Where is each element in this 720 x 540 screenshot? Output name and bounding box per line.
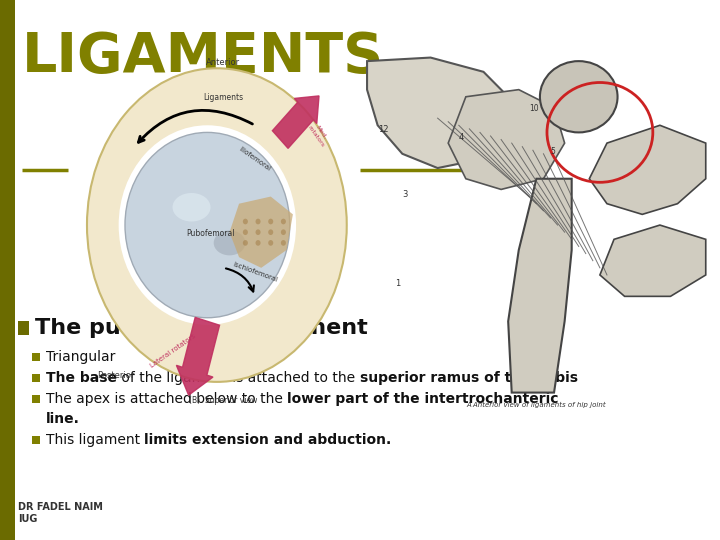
Circle shape	[281, 219, 286, 224]
Circle shape	[256, 219, 261, 224]
Text: of the ligament is attached to the: of the ligament is attached to the	[117, 371, 359, 385]
Circle shape	[243, 240, 248, 246]
Circle shape	[268, 230, 274, 235]
Ellipse shape	[173, 193, 210, 221]
Circle shape	[256, 230, 261, 235]
Text: The pubofemoral ligament: The pubofemoral ligament	[35, 318, 368, 338]
FancyArrow shape	[272, 96, 319, 148]
Text: limits extension and abduction.: limits extension and abduction.	[145, 433, 392, 447]
Ellipse shape	[87, 68, 347, 382]
Text: 1: 1	[395, 279, 400, 288]
Text: The base: The base	[46, 371, 117, 385]
Text: line.: line.	[46, 412, 80, 426]
Text: IUG: IUG	[18, 514, 37, 524]
Bar	[32, 395, 40, 403]
Circle shape	[281, 240, 286, 246]
Text: Med.
rotators: Med. rotators	[307, 121, 330, 147]
Ellipse shape	[214, 231, 246, 255]
Text: The apex is attached below to the: The apex is attached below to the	[46, 392, 287, 406]
Text: Iliofemoral: Iliofemoral	[238, 146, 272, 173]
FancyArrow shape	[176, 318, 220, 395]
Bar	[0, 0, 15, 540]
Circle shape	[119, 125, 296, 325]
Bar	[18, 321, 29, 335]
Text: (B)  Superior view: (B) Superior view	[189, 396, 257, 406]
Text: LIGAMENTS: LIGAMENTS	[22, 30, 384, 84]
Text: This ligament: This ligament	[46, 433, 145, 447]
Text: lower part of the intertrochanteric: lower part of the intertrochanteric	[287, 392, 559, 406]
Text: Pubofemoral: Pubofemoral	[186, 229, 235, 238]
Text: Anterior: Anterior	[206, 58, 240, 67]
Text: 10: 10	[529, 104, 539, 113]
Polygon shape	[600, 225, 706, 296]
Text: A Anterior view of ligaments of hip joint: A Anterior view of ligaments of hip join…	[467, 402, 606, 408]
Text: 4: 4	[459, 132, 464, 141]
Circle shape	[243, 219, 248, 224]
Text: Ligaments: Ligaments	[203, 93, 243, 103]
Circle shape	[268, 219, 274, 224]
Text: Ischiofemoral: Ischiofemoral	[232, 261, 278, 283]
Ellipse shape	[540, 61, 618, 132]
Text: Lateral rotators: Lateral rotators	[148, 333, 197, 369]
Polygon shape	[508, 179, 572, 393]
Bar	[32, 374, 40, 382]
Circle shape	[243, 230, 248, 235]
Polygon shape	[589, 125, 706, 214]
Circle shape	[268, 240, 274, 246]
Circle shape	[281, 230, 286, 235]
Text: 3: 3	[402, 190, 408, 199]
Bar	[32, 436, 40, 444]
Text: 12: 12	[377, 125, 388, 134]
Text: Posterior: Posterior	[96, 372, 134, 380]
Polygon shape	[367, 58, 508, 168]
Text: superior ramus of the pubis: superior ramus of the pubis	[359, 371, 577, 385]
Text: 5: 5	[551, 147, 555, 156]
Circle shape	[125, 132, 289, 318]
Polygon shape	[230, 197, 293, 268]
Text: Triangular: Triangular	[46, 350, 115, 364]
Polygon shape	[448, 90, 564, 190]
Circle shape	[256, 240, 261, 246]
Bar	[32, 415, 40, 423]
Bar	[32, 353, 40, 361]
Text: DR FADEL NAIM: DR FADEL NAIM	[18, 502, 103, 512]
